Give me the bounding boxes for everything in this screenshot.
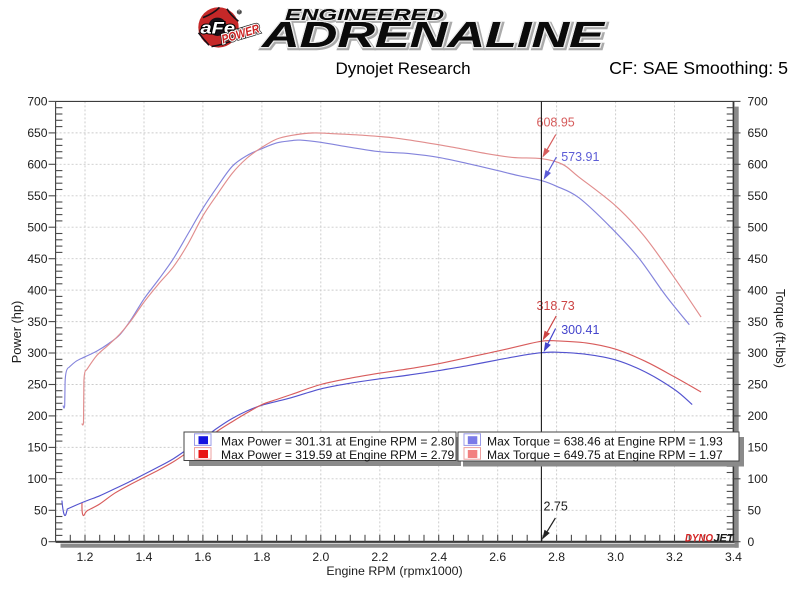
svg-text:DYNO: DYNO: [685, 532, 714, 544]
svg-text:0: 0: [748, 535, 755, 549]
svg-text:3.4: 3.4: [725, 550, 742, 564]
svg-text:3.2: 3.2: [666, 550, 683, 564]
svg-text:450: 450: [27, 252, 47, 266]
svg-text:500: 500: [748, 220, 768, 234]
svg-text:150: 150: [748, 441, 768, 455]
svg-text:1.2: 1.2: [77, 550, 94, 564]
svg-text:608.95: 608.95: [537, 116, 575, 130]
svg-text:ENGINEERED: ENGINEERED: [285, 7, 444, 24]
svg-text:650: 650: [27, 126, 47, 140]
svg-text:650: 650: [748, 126, 768, 140]
svg-text:350: 350: [748, 315, 768, 329]
svg-text:200: 200: [748, 409, 768, 423]
svg-text:50: 50: [34, 504, 48, 518]
svg-text:Max Torque = 649.75 at Engine: Max Torque = 649.75 at Engine RPM = 1.97: [487, 448, 723, 462]
svg-text:2.0: 2.0: [312, 550, 329, 564]
svg-text:300.41: 300.41: [561, 323, 599, 337]
svg-text:600: 600: [27, 158, 47, 172]
svg-text:®: ®: [237, 9, 241, 16]
svg-text:300: 300: [27, 346, 47, 360]
svg-text:450: 450: [748, 252, 768, 266]
svg-text:2.8: 2.8: [548, 550, 565, 564]
svg-text:250: 250: [748, 378, 768, 392]
svg-text:400: 400: [748, 283, 768, 297]
svg-text:Power (hp): Power (hp): [9, 301, 24, 364]
svg-text:200: 200: [27, 409, 47, 423]
svg-text:Max Power = 301.31 at Engine R: Max Power = 301.31 at Engine RPM = 2.80: [221, 435, 455, 449]
svg-text:700: 700: [27, 95, 47, 109]
svg-text:700: 700: [748, 95, 768, 109]
svg-text:ENGINEERED: ENGINEERED: [286, 8, 445, 25]
svg-text:Engine RPM (rpmx1000): Engine RPM (rpmx1000): [326, 564, 462, 578]
svg-text:ENGINEERED: ENGINEERED: [285, 7, 444, 24]
svg-text:250: 250: [27, 378, 47, 392]
svg-text:Dynojet Research: Dynojet Research: [335, 59, 470, 78]
svg-text:550: 550: [748, 189, 768, 203]
svg-text:ADRENALINE: ADRENALINE: [262, 15, 608, 56]
svg-text:400: 400: [27, 283, 47, 297]
svg-text:2.4: 2.4: [430, 550, 447, 564]
svg-text:1.4: 1.4: [136, 550, 153, 564]
svg-text:1.8: 1.8: [253, 550, 270, 564]
svg-text:318.73: 318.73: [537, 299, 575, 313]
svg-text:100: 100: [27, 472, 47, 486]
svg-text:JET: JET: [714, 532, 736, 544]
svg-text:Max Power = 319.59 at Engine R: Max Power = 319.59 at Engine RPM = 2.79: [221, 448, 455, 462]
svg-text:600: 600: [748, 158, 768, 172]
svg-text:2.75: 2.75: [544, 500, 568, 514]
svg-text:2.2: 2.2: [371, 550, 388, 564]
svg-text:500: 500: [27, 220, 47, 234]
svg-text:573.91: 573.91: [561, 150, 599, 164]
svg-text:CF: SAE Smoothing: 5: CF: SAE Smoothing: 5: [609, 58, 788, 78]
svg-text:100: 100: [748, 472, 768, 486]
svg-text:aFe: aFe: [201, 19, 236, 38]
svg-text:550: 550: [27, 189, 47, 203]
svg-text:Max Torque = 638.46 at Engine: Max Torque = 638.46 at Engine RPM = 1.93: [487, 435, 723, 449]
svg-text:ADRENALINE: ADRENALINE: [261, 14, 607, 55]
svg-text:3.0: 3.0: [607, 550, 624, 564]
svg-text:ADRENALINE: ADRENALINE: [261, 14, 607, 55]
svg-text:300: 300: [748, 346, 768, 360]
svg-text:150: 150: [27, 441, 47, 455]
svg-text:0: 0: [41, 535, 48, 549]
svg-text:Torque (ft-lbs): Torque (ft-lbs): [773, 289, 788, 368]
svg-text:50: 50: [748, 504, 762, 518]
svg-text:1.6: 1.6: [194, 550, 211, 564]
svg-text:2.6: 2.6: [489, 550, 506, 564]
svg-text:350: 350: [27, 315, 47, 329]
